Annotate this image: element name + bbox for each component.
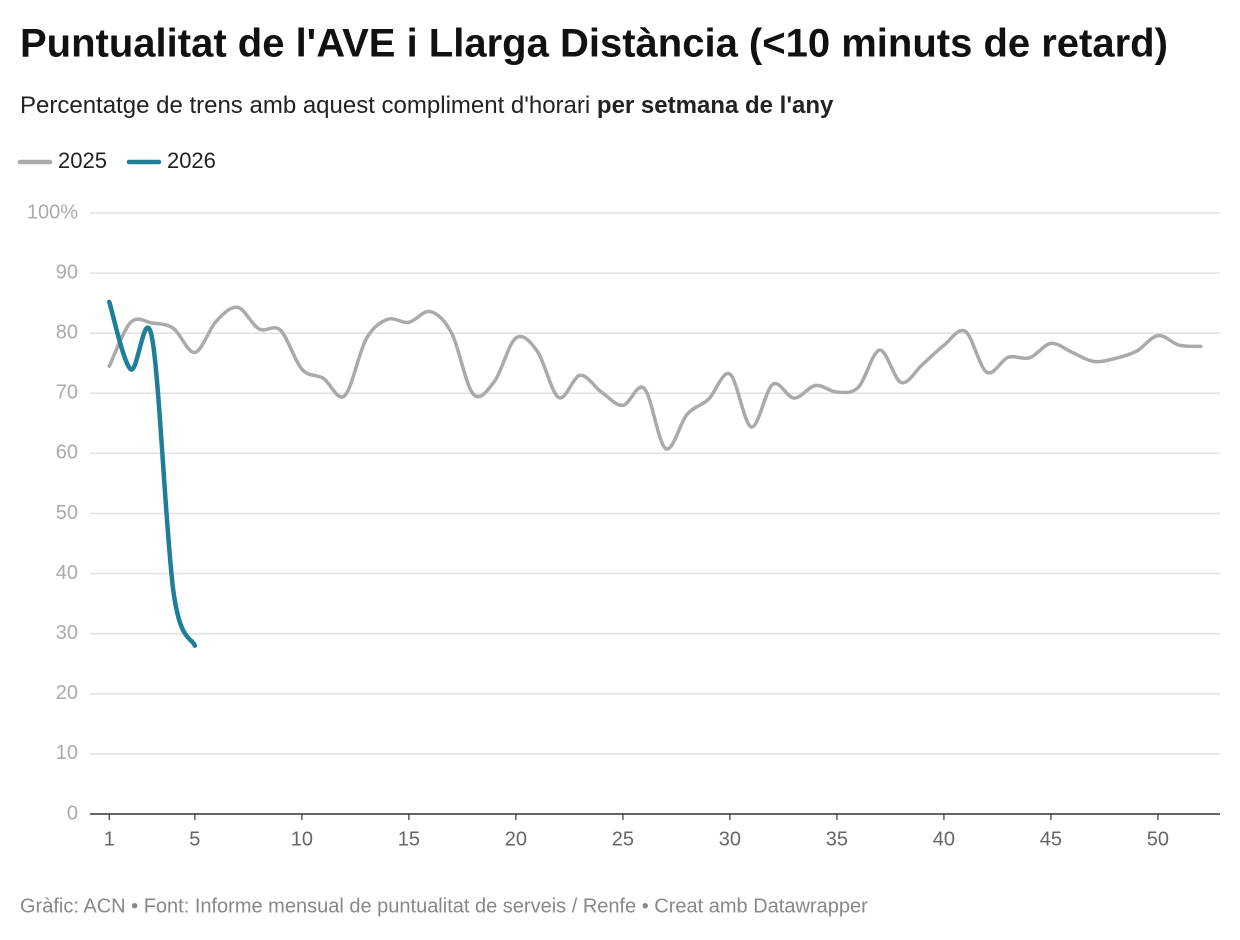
- y-tick-label: 100%: [27, 201, 78, 223]
- chart-title: Puntualitat de l'AVE i Llarga Distància …: [20, 22, 1168, 66]
- y-tick-label: 10: [56, 742, 78, 764]
- x-tick-label: 10: [291, 828, 313, 850]
- x-tick-label: 35: [826, 828, 848, 850]
- x-tick-label: 50: [1147, 828, 1169, 850]
- y-tick-label: 70: [56, 382, 78, 404]
- x-tick-label: 5: [189, 828, 200, 850]
- x-tick-label: 45: [1040, 828, 1062, 850]
- y-tick-label: 60: [56, 442, 78, 464]
- source-note: Gràfic: ACN • Font: Informe mensual de p…: [20, 895, 868, 917]
- data-line: [107, 305, 1203, 451]
- legend-label: 2025: [58, 148, 107, 173]
- y-tick-label: 50: [56, 502, 78, 524]
- data-line: [107, 299, 198, 648]
- legend-label: 2026: [167, 148, 216, 173]
- x-tick-label: 20: [505, 828, 527, 850]
- x-tick-label: 1: [104, 828, 115, 850]
- y-tick-label: 40: [56, 562, 78, 584]
- y-tick-label: 0: [67, 802, 78, 824]
- subtitle-bold: per setmana de l'any: [597, 92, 834, 119]
- x-tick-label: 40: [933, 828, 955, 850]
- chart-subtitle: Percentatge de trens amb aquest complime…: [20, 92, 834, 119]
- subtitle-text: Percentatge de trens amb aquest complime…: [20, 92, 590, 119]
- y-tick-label: 20: [56, 682, 78, 704]
- x-tick-label: 15: [398, 828, 420, 850]
- y-tick-label: 80: [56, 321, 78, 343]
- y-tick-label: 30: [56, 622, 78, 644]
- x-tick-label: 25: [612, 828, 634, 850]
- y-tick-label: 90: [56, 261, 78, 283]
- x-tick-label: 30: [719, 828, 741, 850]
